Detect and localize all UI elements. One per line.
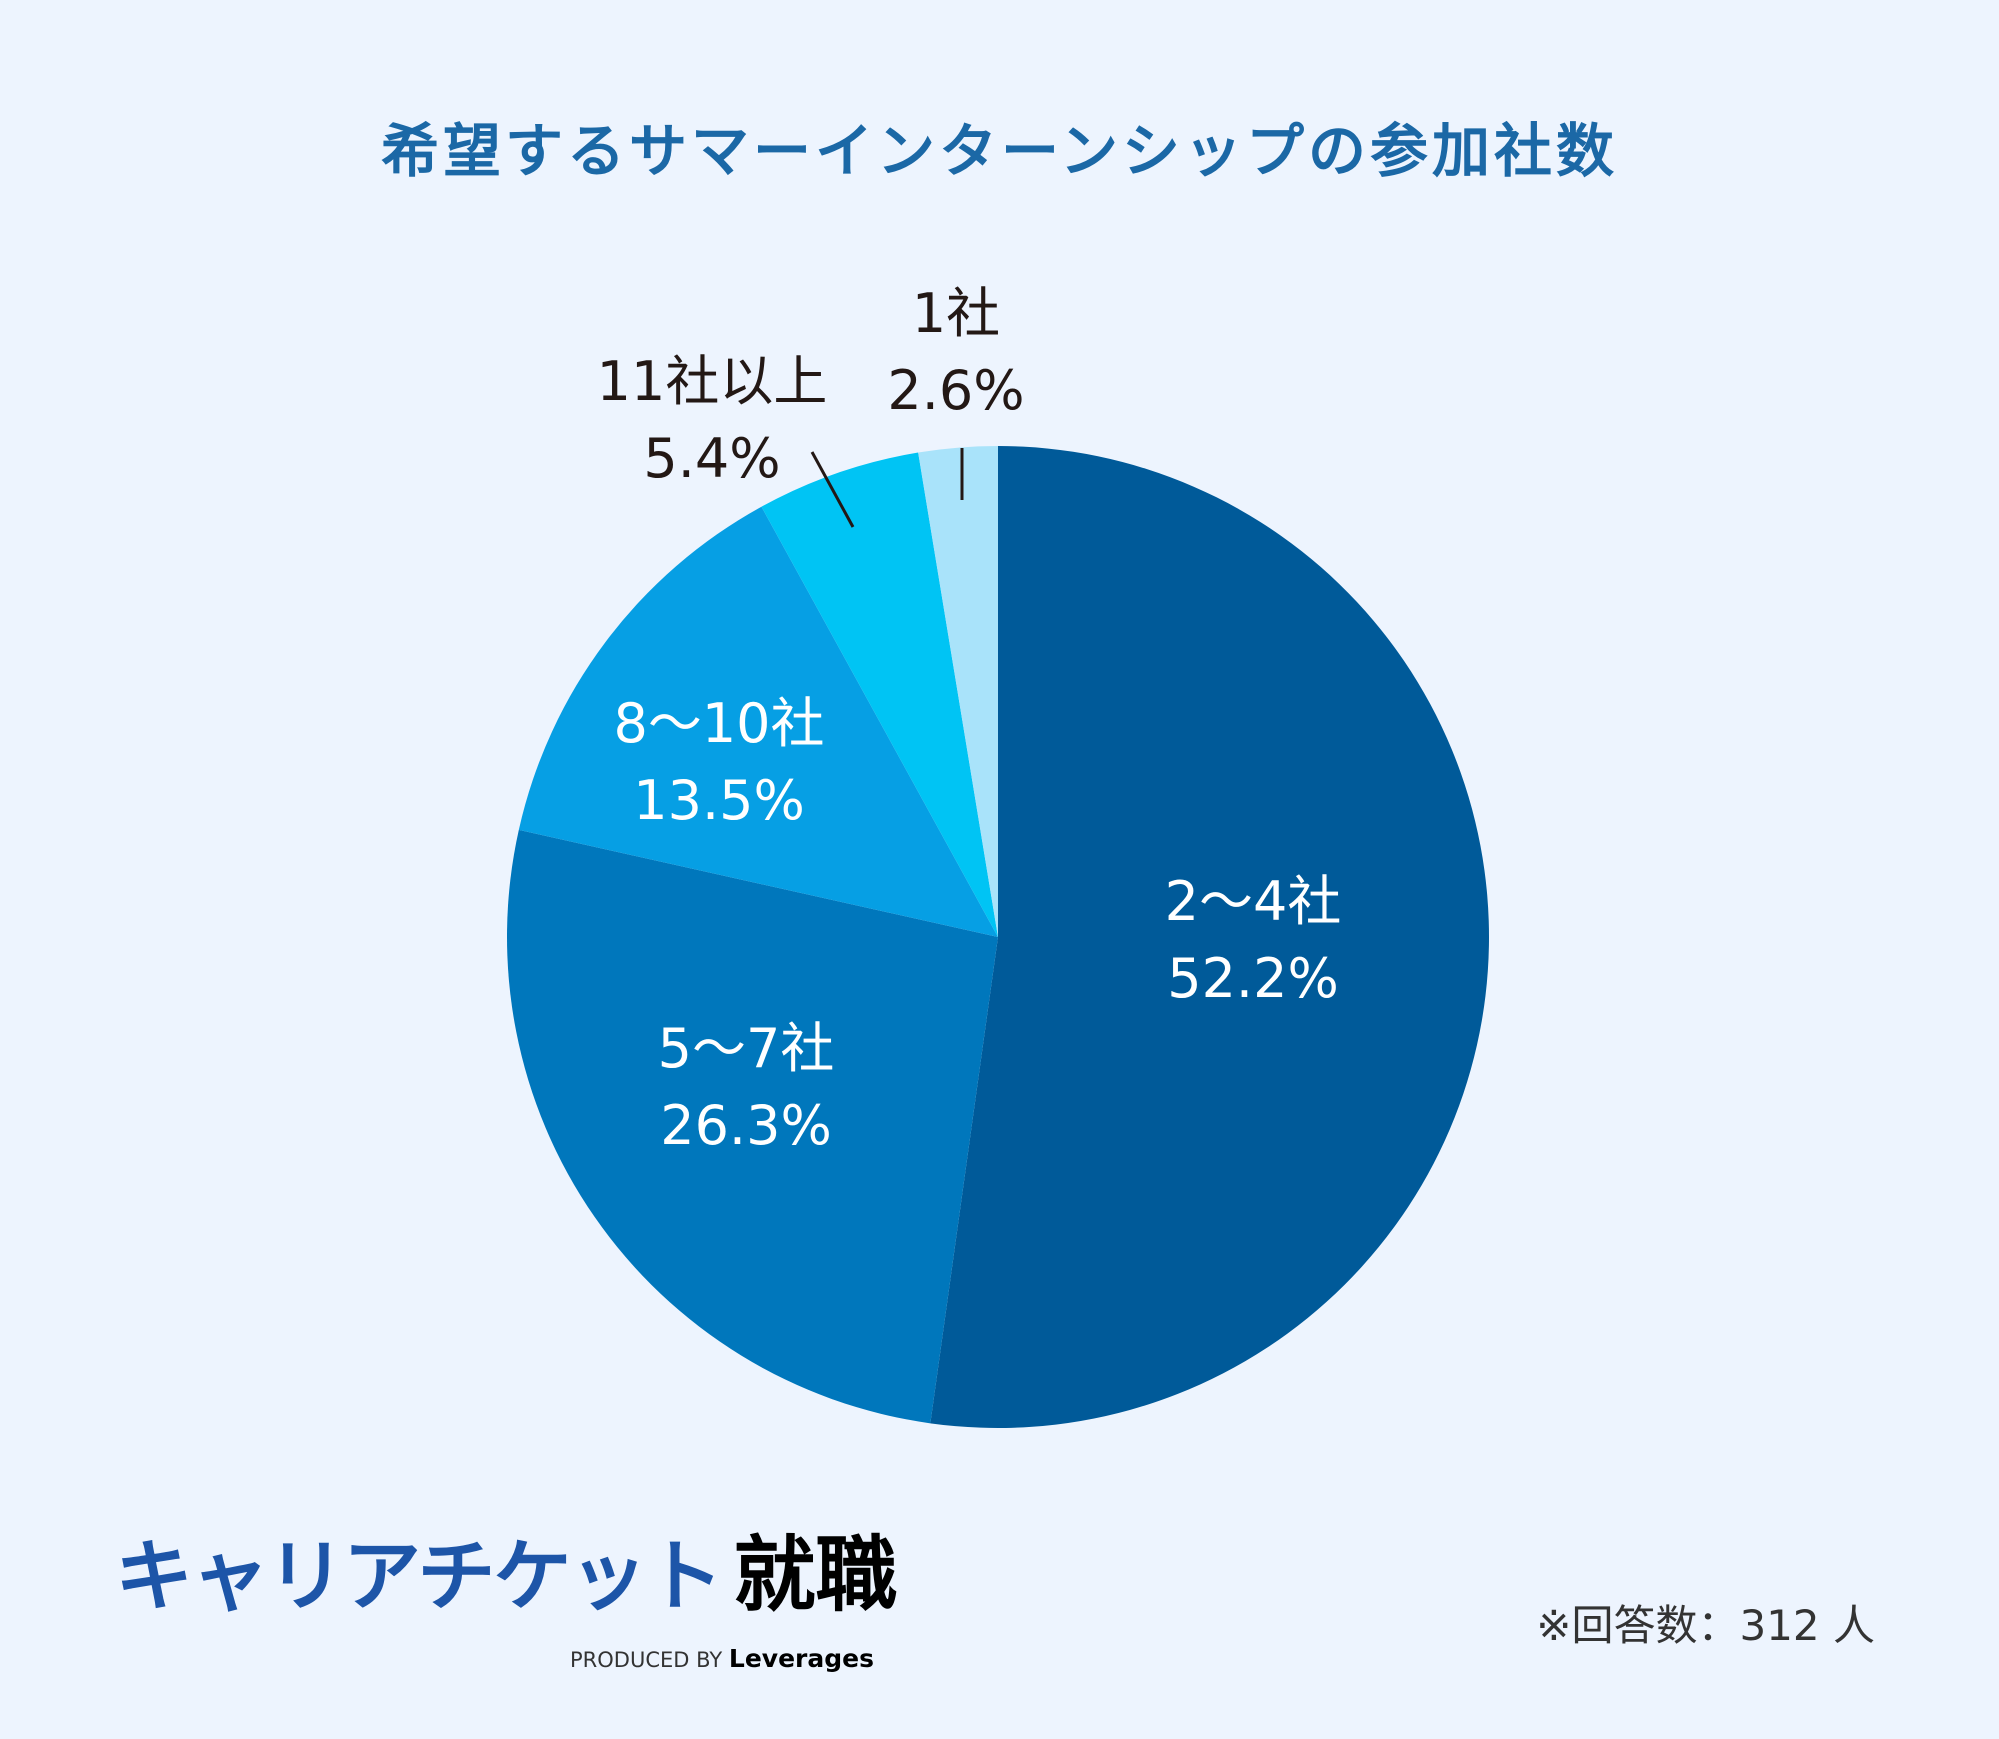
slice-category: 11社以上 xyxy=(596,350,828,413)
logo-kanji: 就職 xyxy=(733,1528,898,1623)
leader-line-11plus xyxy=(810,451,855,528)
slice-label-11plus: 11社以上 5.4% xyxy=(597,352,828,489)
logo-text: キャリアチケット xyxy=(115,1532,723,1622)
pie-slice-3 xyxy=(761,452,998,937)
pie-slice-1 xyxy=(507,829,998,1424)
slice-label-8-10: 8～10社 13.5% xyxy=(613,694,824,831)
pie-slice-4 xyxy=(918,446,998,937)
slice-value: 26.3% xyxy=(660,1094,832,1158)
slice-category: 2～4社 xyxy=(1164,870,1342,933)
slice-value: 2.6% xyxy=(887,359,1025,423)
brand-logo: キャリアチケット 就職 xyxy=(115,1535,897,1617)
produced-by: PRODUCED BY Leverages xyxy=(570,1645,874,1673)
slice-label-5-7: 5～7社 26.3% xyxy=(658,1019,835,1156)
slice-label-2-4: 2～4社 52.2% xyxy=(1165,872,1342,1009)
response-count-note: ※回答数：312 人 xyxy=(1536,1601,1875,1650)
slice-category: 5～7社 xyxy=(657,1017,835,1080)
produced-by-text: PRODUCED BY xyxy=(570,1648,723,1672)
produced-brand: Leverages xyxy=(728,1644,874,1673)
slice-category: 8～10社 xyxy=(613,692,825,755)
slice-category: 1社 xyxy=(911,282,1001,345)
pie-slice-2 xyxy=(518,506,998,937)
chart-title: 希望するサマーインターンシップの参加社数 xyxy=(380,117,1619,185)
slice-value: 5.4% xyxy=(643,427,781,491)
slice-value: 13.5% xyxy=(633,769,805,833)
slice-label-1: 1社 2.6% xyxy=(887,284,1024,421)
slice-value: 52.2% xyxy=(1167,947,1339,1011)
pie-slice-0 xyxy=(930,446,1489,1428)
